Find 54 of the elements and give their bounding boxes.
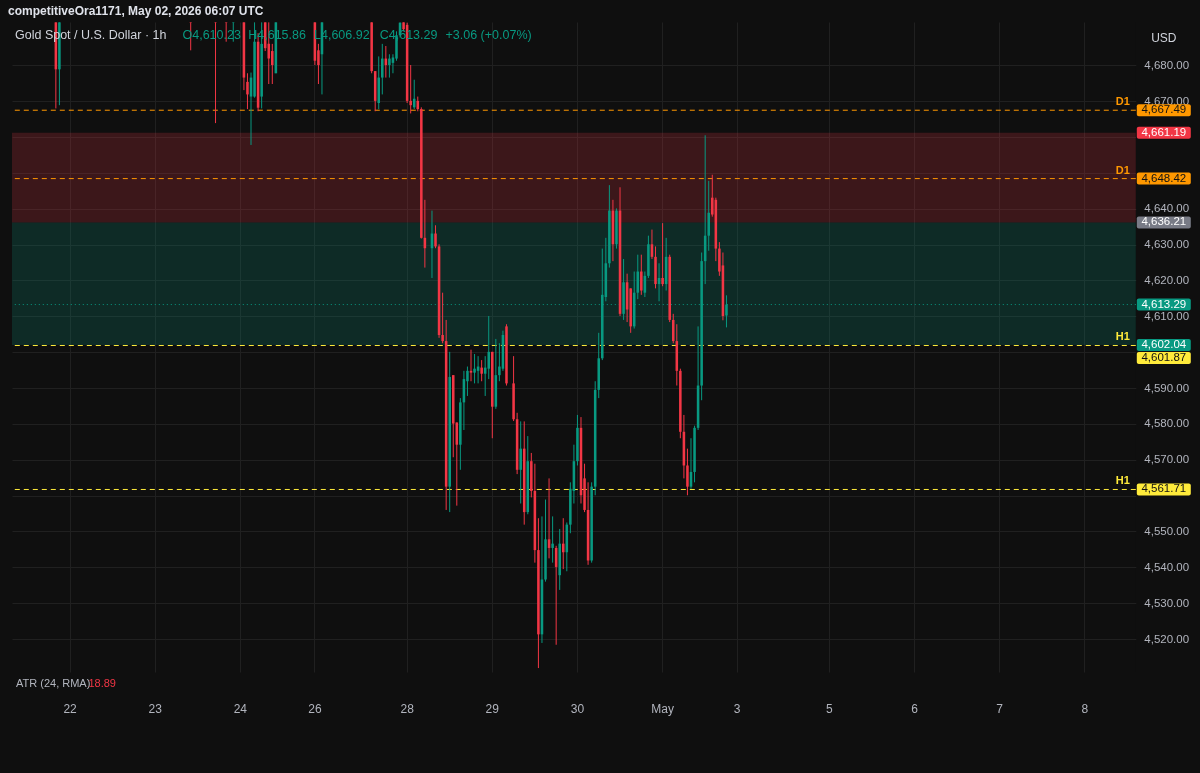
text: competitiveOra1171, May 02, 2026 06:07 UTC	[8, 4, 264, 18]
y-tick-label: 4,590.00	[1144, 381, 1190, 394]
x-tick-label: May	[651, 701, 674, 716]
x-tick-label: 8	[1081, 701, 1089, 716]
text: 4,602.04	[1141, 337, 1187, 350]
candlestick	[473, 353, 476, 384]
y-tick-label: 4,540.00	[1144, 560, 1190, 573]
candlestick	[561, 517, 565, 570]
ref-line-label: H1	[1115, 330, 1130, 343]
x-tick-label: 26	[308, 701, 322, 716]
candlestick	[412, 79, 416, 110]
text: 4,661.19	[1141, 125, 1187, 138]
ref-line-label: H1	[1115, 474, 1130, 487]
text: USD	[1151, 31, 1177, 45]
x-tick-label: 7	[996, 701, 1004, 716]
ref-line-label: D1	[1115, 163, 1130, 176]
candlestick	[519, 420, 522, 504]
x-tick-label: 24	[233, 701, 248, 716]
x-tick-label: 3	[733, 701, 741, 716]
candlestick	[480, 359, 483, 382]
x-tick-label: 5	[826, 701, 834, 716]
candlestick	[661, 222, 664, 287]
y-tick-label: 4,550.00	[1144, 524, 1190, 537]
text: 4,636.21	[1141, 215, 1187, 228]
text: 4,667.49	[1141, 103, 1187, 116]
text: 18.89	[88, 677, 116, 689]
y-tick-label: 4,570.00	[1144, 453, 1190, 466]
candlestick	[381, 43, 384, 95]
candlestick	[551, 515, 554, 564]
y-tick-label: 4,620.00	[1144, 273, 1190, 286]
candlestick	[388, 53, 391, 79]
text: ATR (24, RMA)	[16, 677, 91, 689]
candlestick	[271, 43, 274, 85]
y-tick-label: 4,630.00	[1144, 238, 1190, 251]
x-tick-label: 29	[485, 701, 500, 716]
y-tick-label: 4,680.00	[1144, 58, 1190, 71]
annotation: +3.06 (+0.07%)	[445, 28, 532, 42]
text: 4,613.29	[1141, 297, 1187, 310]
y-tick-label: 4,530.00	[1144, 596, 1190, 609]
y-tick-label: 4,580.00	[1144, 417, 1190, 430]
x-tick-label: 28	[400, 701, 415, 716]
text: 4,561.71	[1141, 482, 1187, 495]
y-tick-label: 4,640.00	[1144, 202, 1190, 215]
candlestick	[246, 72, 249, 110]
y-tick-label: 4,610.00	[1144, 309, 1190, 322]
ref-line-label: D1	[1115, 95, 1130, 108]
x-tick-label: 23	[148, 701, 163, 716]
y-tick-label: 4,520.00	[1144, 632, 1190, 645]
x-tick-label: 22	[63, 701, 78, 716]
x-tick-label: 30	[570, 701, 585, 716]
text: 4,648.42	[1141, 171, 1187, 184]
x-tick-label: 6	[911, 701, 919, 716]
candlestick	[640, 254, 643, 296]
text: 4,601.87	[1141, 350, 1187, 363]
